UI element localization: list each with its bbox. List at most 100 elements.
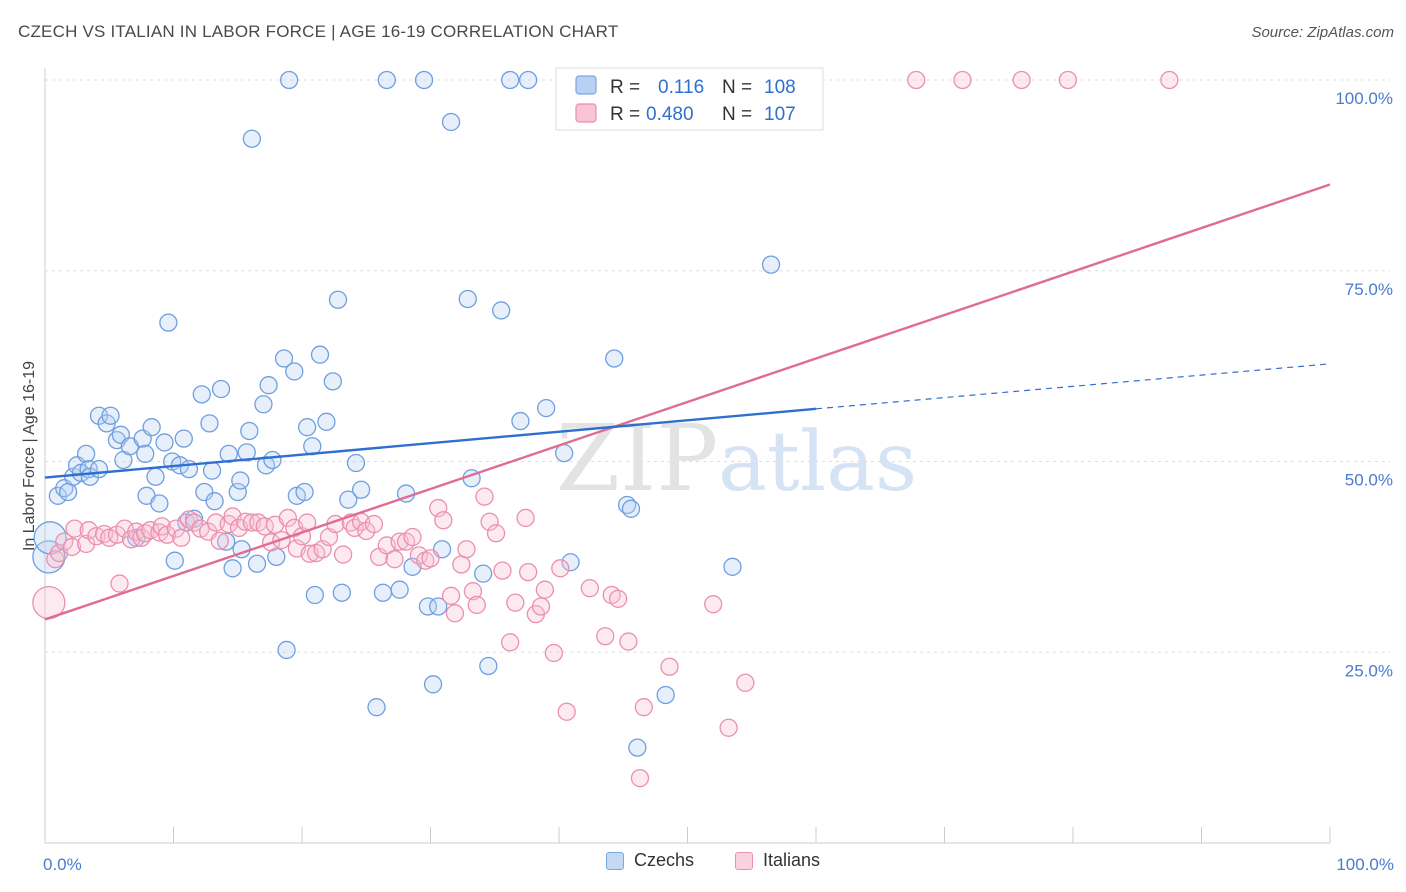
czechs-point-53 bbox=[259, 376, 278, 395]
czechs-swatch bbox=[606, 851, 624, 870]
italians-point-83 bbox=[535, 580, 555, 599]
italians-point-95 bbox=[660, 657, 679, 676]
czechs-point-21 bbox=[136, 444, 155, 464]
czechs-point-47 bbox=[237, 443, 256, 462]
legend-r-value-2: 0.480 bbox=[646, 104, 694, 125]
czechs-point-35 bbox=[192, 385, 211, 404]
italians-point-5 bbox=[65, 519, 84, 538]
trend-lines bbox=[44, 183, 1331, 621]
czechs-point-82 bbox=[429, 597, 448, 616]
italians-point-61 bbox=[403, 527, 422, 547]
legend-swatch-czechs bbox=[575, 75, 597, 95]
czechs-point-57 bbox=[277, 640, 296, 660]
italians-point-71 bbox=[463, 582, 483, 601]
czechs-trend-extension bbox=[815, 363, 1331, 410]
italians-point-102 bbox=[1012, 70, 1031, 90]
italians-point-74 bbox=[480, 512, 499, 531]
italians-point-89 bbox=[596, 627, 615, 646]
czechs-point-75 bbox=[377, 70, 396, 90]
czechs-point-49 bbox=[242, 129, 262, 148]
czechs-point-8 bbox=[76, 444, 96, 464]
czechs-point-76 bbox=[390, 580, 409, 599]
czechs-point-64 bbox=[305, 585, 325, 605]
czechs-point-54 bbox=[263, 450, 282, 470]
y-tick-labels: 25.0% 50.0% 75.0% 100.0% bbox=[1335, 89, 1393, 680]
italians-point-88 bbox=[580, 579, 599, 598]
italians-point-78 bbox=[506, 593, 525, 612]
italians-point-68 bbox=[445, 604, 465, 623]
czechs-point-70 bbox=[339, 490, 358, 509]
legend-n-value-1: 108 bbox=[764, 77, 796, 98]
legend-n-value-2: 107 bbox=[764, 104, 796, 125]
italians-point-100 bbox=[907, 70, 926, 90]
czechs-point-25 bbox=[150, 494, 169, 513]
chart-title: CZECH VS ITALIAN IN LABOR FORCE | AGE 16… bbox=[18, 22, 619, 41]
czechs-point-65 bbox=[310, 345, 330, 364]
italians-point-86 bbox=[557, 702, 576, 721]
y-tick-label-0: 25.0% bbox=[1345, 661, 1393, 680]
series-legend-czechs[interactable]: Czechs bbox=[606, 850, 694, 871]
italians-point-50 bbox=[333, 545, 353, 564]
legend-r-value-1: 0.116 bbox=[658, 77, 704, 98]
czechs-point-84 bbox=[441, 112, 461, 132]
italians-point-79 bbox=[516, 508, 535, 528]
czechs-point-71 bbox=[346, 453, 366, 473]
czechs-point-85 bbox=[458, 289, 477, 309]
czechs-point-44 bbox=[228, 482, 247, 502]
legend-r-label-1: R = bbox=[610, 77, 640, 98]
italians-point-67 bbox=[441, 586, 461, 605]
czechs-trend-line bbox=[44, 407, 817, 479]
czechs-point-98 bbox=[621, 499, 641, 518]
italians-point-6 bbox=[76, 534, 96, 554]
italians-point-70 bbox=[457, 540, 476, 559]
czechs-point-67 bbox=[323, 372, 342, 391]
czechs-point-59 bbox=[285, 362, 304, 381]
czechs-point-92 bbox=[519, 70, 538, 90]
italians-point-80 bbox=[519, 562, 538, 582]
watermark-zip: ZIP bbox=[556, 405, 718, 512]
italians-point-77 bbox=[501, 633, 520, 652]
czechs-point-11 bbox=[89, 459, 109, 479]
czechs-point-26 bbox=[155, 433, 174, 452]
czechs-point-27 bbox=[159, 313, 178, 332]
italians-point-4 bbox=[62, 537, 82, 557]
legend-r-label-2: R = bbox=[610, 104, 640, 125]
y-tick-label-1: 50.0% bbox=[1345, 471, 1393, 490]
italians-point-75 bbox=[486, 524, 506, 543]
italians-point-40 bbox=[278, 508, 298, 528]
czechs-point-73 bbox=[367, 698, 386, 717]
italians-point-76 bbox=[493, 561, 512, 580]
czechs-point-62 bbox=[297, 418, 317, 437]
czechs-label: Czechs bbox=[634, 850, 695, 870]
czechs-point-23 bbox=[142, 418, 161, 437]
czechs-point-41 bbox=[217, 532, 236, 551]
italians-point-64 bbox=[421, 549, 440, 568]
czechs-point-37 bbox=[200, 414, 219, 433]
czechs-point-101 bbox=[723, 557, 742, 576]
italians-point-101 bbox=[953, 70, 972, 90]
czechs-point-58 bbox=[279, 70, 299, 90]
czechs-point-79 bbox=[414, 70, 434, 90]
watermark-atlas: atlas bbox=[718, 415, 917, 510]
x-tick-max: 100.0% bbox=[1336, 855, 1394, 874]
czechs-point-91 bbox=[511, 411, 530, 431]
italians-point-93 bbox=[630, 768, 650, 788]
czechs-point-68 bbox=[328, 290, 348, 309]
italians-point-23 bbox=[172, 528, 191, 547]
italians-point-82 bbox=[531, 597, 551, 616]
italians-point-84 bbox=[544, 643, 564, 663]
czechs-point-96 bbox=[605, 349, 624, 368]
czechs-point-24 bbox=[146, 467, 165, 486]
italians-point-97 bbox=[719, 718, 738, 737]
czechs-point-81 bbox=[423, 675, 443, 694]
italians-point-85 bbox=[551, 559, 570, 578]
italians-point-96 bbox=[704, 595, 723, 614]
czechs-point-61 bbox=[295, 482, 314, 502]
czechs-point-56 bbox=[274, 349, 294, 368]
legend-n-label-2: N = bbox=[722, 104, 752, 125]
series-legend-italians[interactable]: Italians bbox=[735, 850, 820, 871]
czechs-point-87 bbox=[474, 564, 493, 583]
source-label: Source: ZipAtlas.com bbox=[1251, 24, 1394, 41]
czechs-point-93 bbox=[537, 398, 556, 418]
